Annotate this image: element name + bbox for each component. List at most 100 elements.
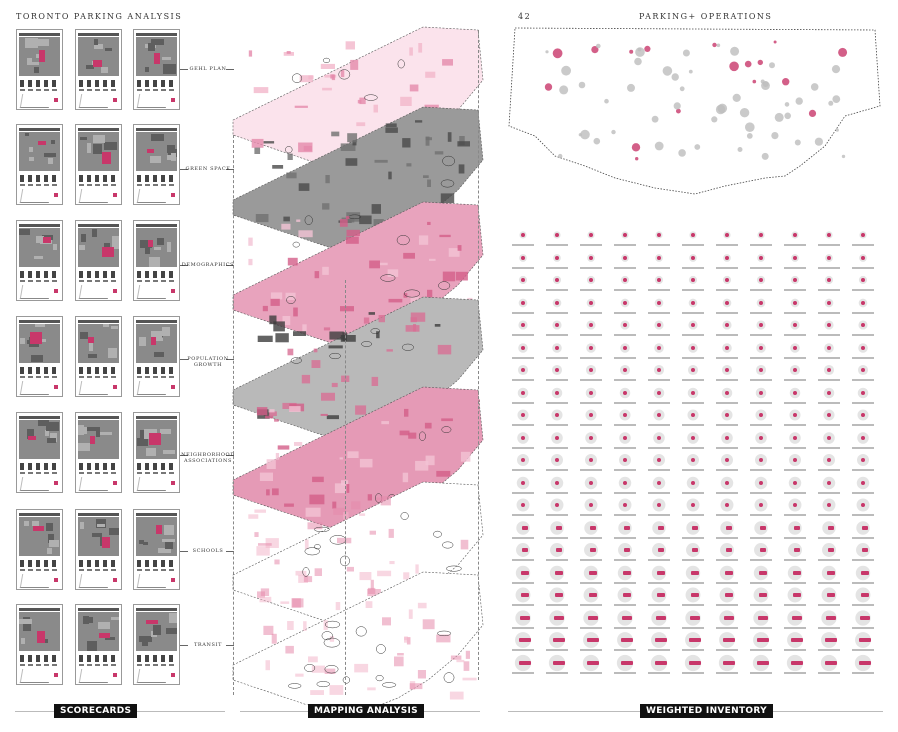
site-caption — [512, 289, 534, 291]
parking-site-marker — [838, 47, 848, 57]
site-footprint — [827, 278, 831, 282]
mini-map — [136, 574, 169, 588]
site-footprint — [793, 435, 797, 440]
scorecard — [75, 124, 122, 205]
score-marker — [113, 193, 117, 197]
mini-map — [19, 574, 52, 588]
parking-site-marker — [559, 85, 569, 95]
parking-site-marker — [769, 62, 775, 69]
inventory-item — [678, 228, 708, 250]
site-caption — [784, 424, 806, 426]
label-leader — [226, 265, 234, 266]
parking-site-marker — [694, 144, 701, 150]
site-caption — [546, 379, 568, 381]
inventory-item — [848, 609, 878, 633]
site-caption — [818, 671, 840, 674]
site-caption — [614, 446, 636, 449]
site-caption — [784, 491, 806, 494]
site-footprint — [657, 300, 661, 305]
metric-values — [137, 569, 176, 571]
site-caption — [614, 469, 636, 471]
scorecard-header-bar — [78, 320, 119, 323]
site-footprint — [689, 638, 701, 642]
metric-values — [79, 569, 118, 571]
inventory-item — [712, 318, 742, 340]
site-footprint — [726, 525, 732, 530]
site-caption — [716, 671, 738, 674]
inventory-item — [780, 251, 810, 273]
inventory-item — [712, 273, 742, 295]
site-caption — [784, 334, 806, 336]
mini-map — [136, 669, 169, 683]
inventory-item — [780, 520, 810, 543]
mini-map — [78, 477, 111, 491]
metric-icons — [79, 80, 118, 87]
site-footprint — [861, 458, 865, 462]
site-caption — [512, 469, 534, 471]
site-caption — [852, 559, 874, 561]
inventory-item — [848, 453, 878, 475]
mini-map — [136, 285, 169, 299]
inventory-item — [814, 318, 844, 340]
site-caption — [512, 446, 534, 449]
label-leader — [180, 265, 188, 266]
inventory-item — [780, 587, 810, 610]
inventory-item — [746, 363, 776, 385]
parking-site-marker — [782, 78, 790, 86]
score-marker — [171, 673, 175, 677]
site-footprint — [521, 278, 525, 282]
score-marker — [171, 98, 175, 102]
inventory-item — [746, 587, 776, 610]
site-footprint — [621, 638, 633, 642]
site-footprint — [725, 458, 729, 462]
scorecard — [16, 220, 63, 301]
metric-icons — [79, 367, 118, 374]
score-marker — [54, 673, 58, 677]
metric-values — [137, 664, 176, 666]
site-footprint — [522, 525, 528, 530]
inventory-item — [644, 318, 674, 340]
site-caption — [580, 469, 602, 471]
inventory-item — [576, 654, 606, 678]
highlight-parcel — [88, 337, 94, 343]
layer-label-1: GREEN SPACE — [185, 166, 231, 172]
site-footprint — [521, 570, 529, 575]
site-caption — [580, 626, 602, 629]
site-caption — [716, 244, 738, 246]
site-footprint — [589, 233, 593, 237]
site-footprint — [656, 615, 666, 620]
layer-label-2: DEMOGRAPHICS — [181, 262, 235, 268]
mini-map — [136, 94, 169, 108]
site-caption — [546, 626, 568, 629]
aerial-photo — [19, 517, 60, 556]
scorecard-header-bar — [136, 416, 177, 419]
site-caption — [546, 311, 568, 314]
site-footprint — [793, 255, 797, 260]
inventory-item — [848, 341, 878, 363]
site-caption — [818, 446, 840, 449]
site-footprint — [623, 233, 627, 237]
site-footprint — [589, 390, 593, 395]
site-footprint — [555, 390, 559, 395]
site-footprint — [756, 660, 770, 665]
parking-site-marker — [679, 86, 685, 92]
site-footprint — [623, 480, 627, 485]
site-footprint — [725, 278, 729, 282]
inventory-item — [610, 341, 640, 363]
inventory-item — [712, 251, 742, 273]
inventory-item — [542, 273, 572, 295]
site-caption — [852, 266, 874, 269]
aerial-photo — [136, 612, 177, 651]
site-caption — [818, 289, 840, 291]
site-caption — [614, 356, 636, 359]
inventory-item — [576, 543, 606, 565]
aerial-photo — [19, 324, 60, 363]
site-caption — [512, 559, 534, 561]
site-footprint — [759, 458, 763, 462]
parking-site-marker — [561, 65, 571, 76]
site-caption — [818, 266, 840, 269]
site-footprint — [622, 593, 632, 597]
site-caption — [682, 379, 704, 381]
site-footprint — [692, 525, 698, 530]
metric-values — [137, 376, 176, 378]
